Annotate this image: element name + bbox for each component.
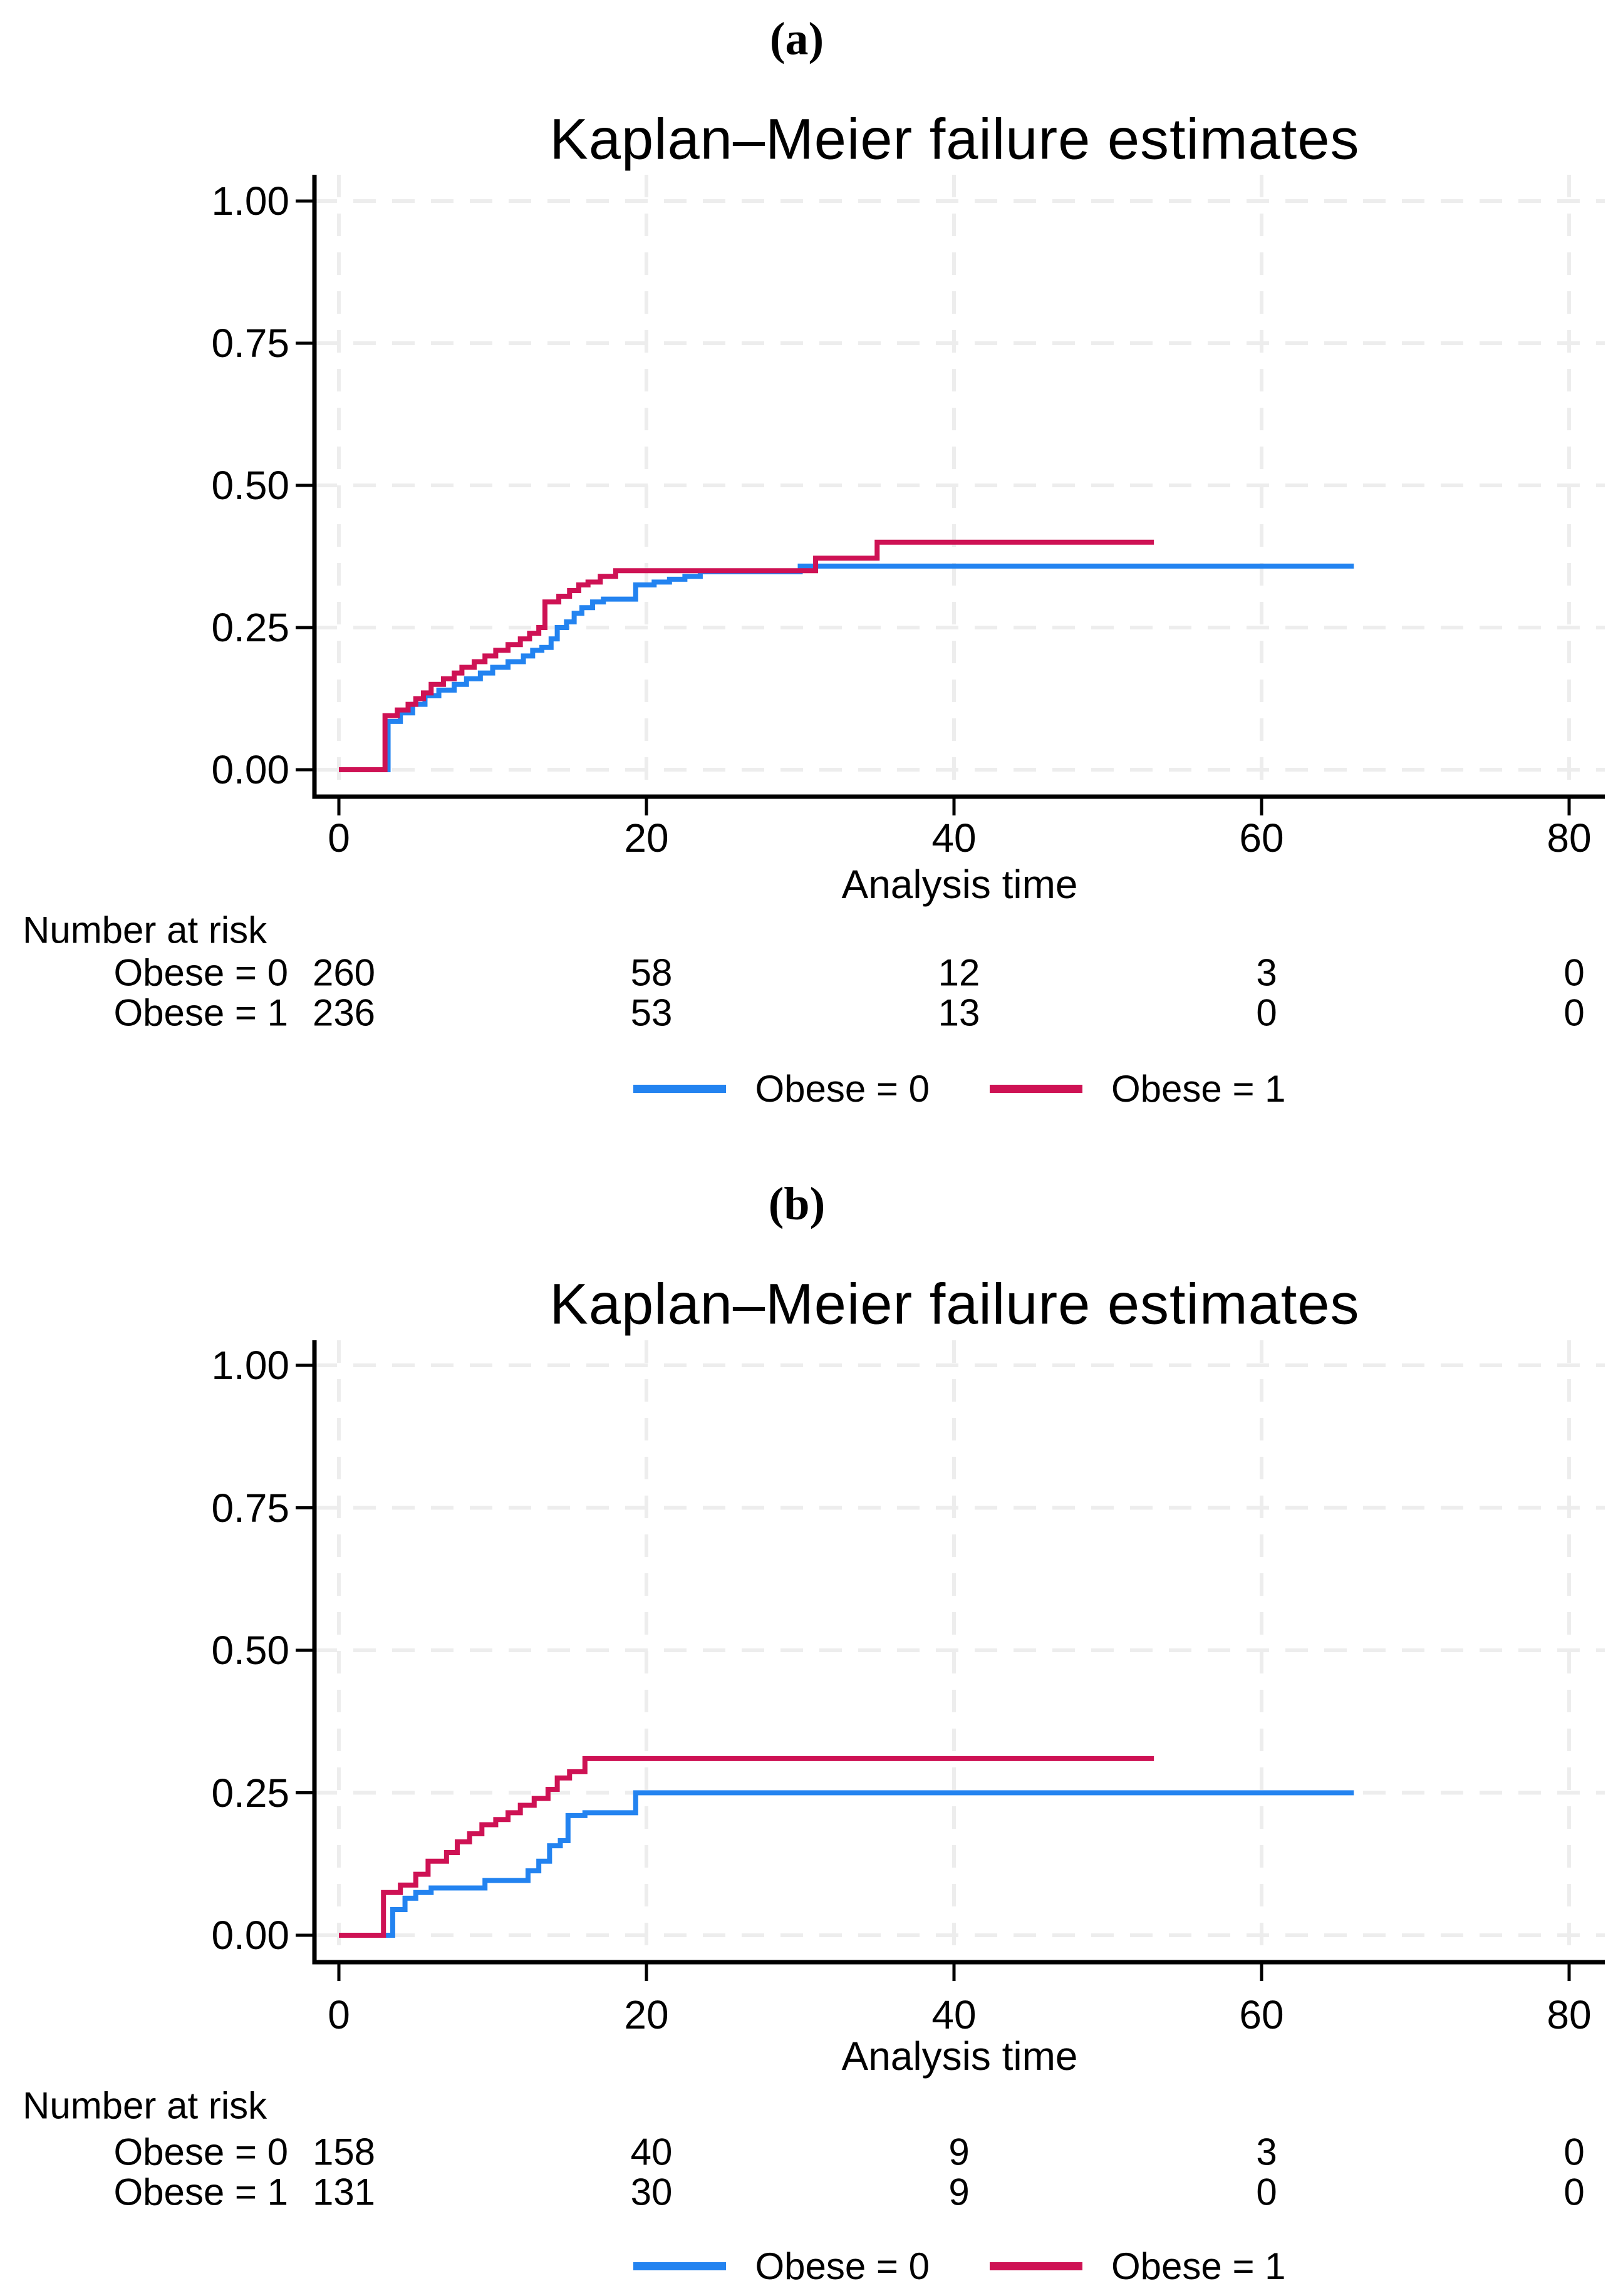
legend-label: Obese = 1 bbox=[1111, 1067, 1286, 1110]
km-curve-obese0 bbox=[339, 1790, 1354, 1938]
legend-swatch-icon bbox=[633, 1084, 727, 1093]
chart-title: Kaplan–Meier failure estimates bbox=[549, 1272, 1360, 1337]
chart-title: Kaplan–Meier failure estimates bbox=[549, 107, 1360, 172]
y-tick-label: 0.75 bbox=[211, 321, 289, 366]
y-tick-label: 1.00 bbox=[211, 1343, 289, 1388]
legend-item: Obese = 0 bbox=[633, 2245, 930, 2288]
legend-label: Obese = 1 bbox=[1111, 2245, 1286, 2287]
legend-swatch-icon bbox=[633, 2262, 727, 2270]
x-axis-title: Analysis time bbox=[841, 2034, 1078, 2079]
x-tick-label: 80 bbox=[1547, 1992, 1592, 2037]
number-at-risk-header: Number at risk bbox=[23, 2084, 267, 2127]
y-tick-label: 0.75 bbox=[211, 1485, 289, 1531]
number-at-risk-value: 9 bbox=[948, 2131, 970, 2173]
y-tick-label: 0.00 bbox=[211, 747, 289, 792]
y-tick-label: 0.50 bbox=[211, 463, 289, 508]
legend-item: Obese = 1 bbox=[990, 2245, 1286, 2288]
legend-swatch-icon bbox=[990, 2262, 1082, 2270]
number-at-risk-value: 30 bbox=[630, 2171, 673, 2213]
legend-swatch-icon bbox=[990, 1084, 1082, 1093]
number-at-risk-value: 0 bbox=[1563, 2171, 1585, 2213]
legend-item: Obese = 1 bbox=[990, 1067, 1286, 1110]
x-tick-label: 80 bbox=[1547, 815, 1592, 861]
x-tick-label: 40 bbox=[931, 815, 977, 861]
number-at-risk-value: 158 bbox=[312, 2131, 376, 2173]
y-tick-label: 0.25 bbox=[211, 605, 289, 650]
panel-label: (b) bbox=[768, 1178, 826, 1230]
x-tick-label: 20 bbox=[624, 815, 669, 861]
x-tick-label: 0 bbox=[328, 815, 350, 861]
y-tick-label: 0.00 bbox=[211, 1913, 289, 1958]
number-at-risk-value: 0 bbox=[1563, 951, 1585, 994]
x-tick-label: 60 bbox=[1239, 815, 1284, 861]
number-at-risk-value: 3 bbox=[1256, 2131, 1277, 2173]
number-at-risk-value: 58 bbox=[630, 951, 673, 994]
km-curve-obese0 bbox=[339, 563, 1354, 772]
legend-item: Obese = 0 bbox=[633, 1067, 930, 1110]
x-tick-label: 20 bbox=[624, 1992, 669, 2037]
number-at-risk-value: 0 bbox=[1256, 991, 1277, 1034]
y-tick-label: 0.50 bbox=[211, 1628, 289, 1673]
number-at-risk-row-label: Obese = 1 bbox=[113, 991, 288, 1034]
legend-label: Obese = 0 bbox=[755, 1067, 930, 1110]
number-at-risk-value: 3 bbox=[1256, 951, 1277, 994]
number-at-risk-value: 260 bbox=[312, 951, 376, 994]
number-at-risk-header: Number at risk bbox=[23, 909, 267, 951]
x-tick-label: 40 bbox=[931, 1992, 977, 2037]
number-at-risk-value: 13 bbox=[938, 991, 980, 1034]
number-at-risk-value: 0 bbox=[1256, 2171, 1277, 2213]
x-tick-label: 0 bbox=[328, 1992, 350, 2037]
x-tick-label: 60 bbox=[1239, 1992, 1284, 2037]
x-axis-title: Analysis time bbox=[841, 862, 1078, 907]
number-at-risk-value: 0 bbox=[1563, 991, 1585, 1034]
number-at-risk-value: 53 bbox=[630, 991, 673, 1034]
legend: Obese = 0 Obese = 1 bbox=[314, 2238, 1605, 2294]
number-at-risk-row-label: Obese = 0 bbox=[113, 951, 288, 994]
number-at-risk-value: 0 bbox=[1563, 2131, 1585, 2173]
legend: Obese = 0 Obese = 1 bbox=[314, 1060, 1605, 1117]
number-at-risk-value: 9 bbox=[948, 2171, 970, 2213]
number-at-risk-row-label: Obese = 1 bbox=[113, 2171, 288, 2213]
number-at-risk-value: 12 bbox=[938, 951, 980, 994]
number-at-risk-value: 40 bbox=[630, 2131, 673, 2173]
panel-label: (a) bbox=[769, 13, 824, 65]
number-at-risk-row-label: Obese = 0 bbox=[113, 2131, 288, 2173]
number-at-risk-value: 131 bbox=[312, 2171, 376, 2213]
legend-label: Obese = 0 bbox=[755, 2245, 930, 2287]
number-at-risk-value: 236 bbox=[312, 991, 376, 1034]
km-curve-obese1 bbox=[339, 539, 1154, 772]
y-tick-label: 1.00 bbox=[211, 178, 289, 224]
y-tick-label: 0.25 bbox=[211, 1770, 289, 1816]
km-curve-obese1 bbox=[339, 1756, 1154, 1938]
